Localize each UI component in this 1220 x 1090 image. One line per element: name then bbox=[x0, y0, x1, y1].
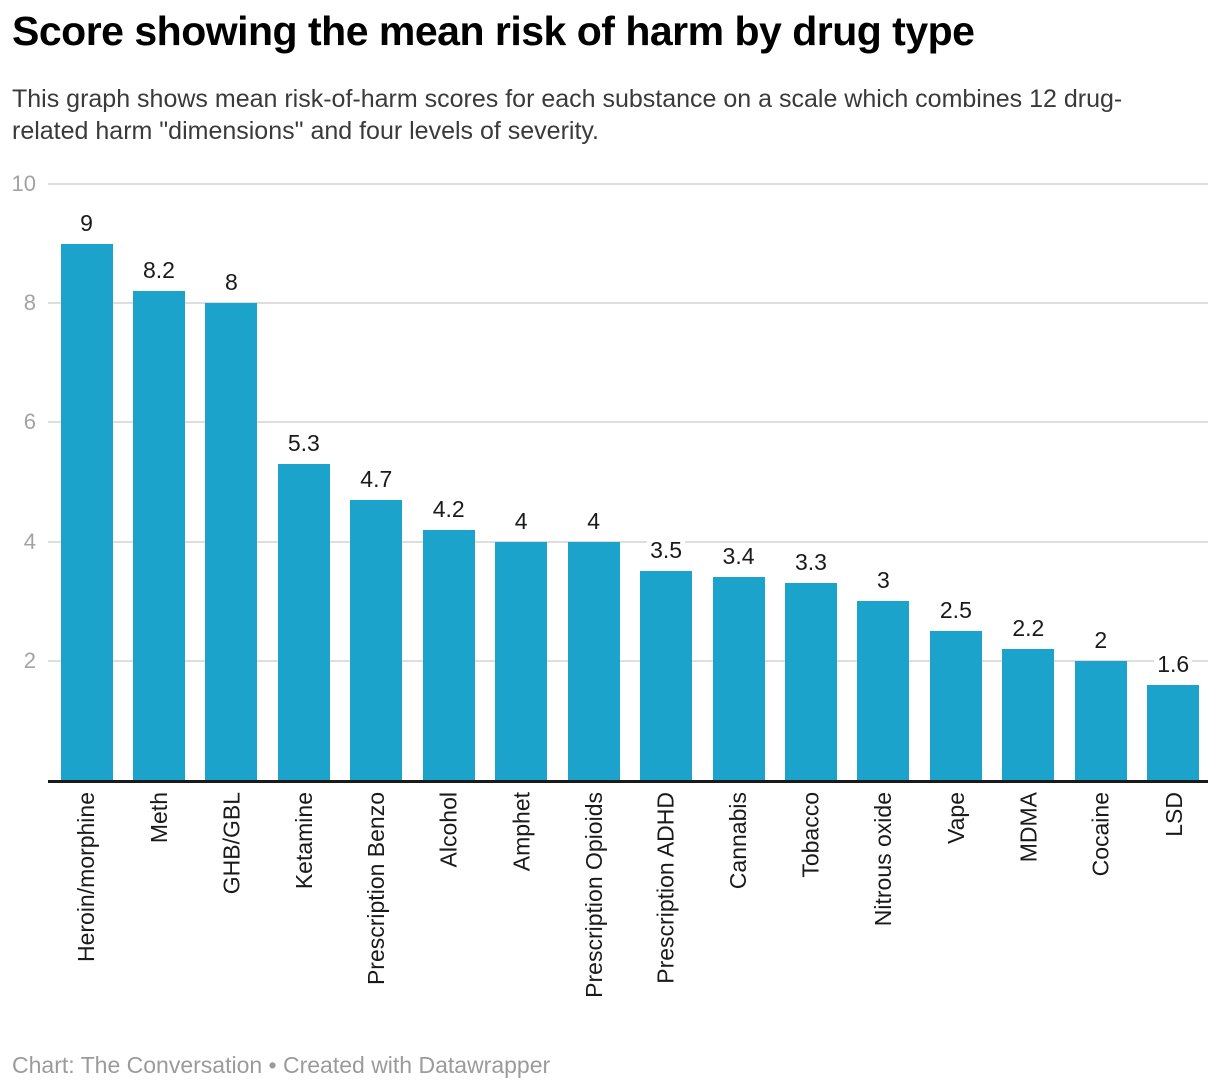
x-axis-category-text: Cocaine bbox=[1087, 792, 1114, 877]
y-axis-tick-label: 10 bbox=[11, 171, 36, 196]
bar-value-text: 1.6 bbox=[1154, 650, 1193, 677]
bar[interactable] bbox=[640, 571, 693, 780]
bar-value-label: 3.5 bbox=[616, 537, 716, 564]
y-axis-tick-label: 2 bbox=[23, 647, 36, 673]
gridline bbox=[48, 183, 1208, 185]
x-axis-category-text: Prescription Opioids bbox=[580, 792, 607, 998]
x-axis-category-text: Vape bbox=[942, 792, 969, 845]
bar[interactable] bbox=[60, 243, 113, 780]
bar-value-label: 8 bbox=[181, 269, 281, 296]
bar-value-text: 9 bbox=[77, 209, 96, 236]
x-axis-category-text: Nitrous oxide bbox=[870, 792, 897, 927]
y-axis-tick-label: 6 bbox=[23, 409, 36, 435]
bar[interactable] bbox=[1074, 660, 1127, 780]
bar-value-label: 1.6 bbox=[1123, 650, 1220, 677]
gridline bbox=[48, 421, 1208, 424]
bar-value-label: 3.4 bbox=[689, 543, 789, 570]
bar-value-text: 2 bbox=[1091, 626, 1111, 653]
bar[interactable] bbox=[929, 631, 982, 780]
chart-subtitle: This graph shows mean risk-of-harm score… bbox=[12, 85, 1123, 145]
gridline bbox=[48, 540, 1208, 543]
bar[interactable] bbox=[422, 529, 475, 780]
bar-value-label: 8.2 bbox=[109, 257, 209, 284]
x-axis-category-text: GHB/GBL bbox=[218, 792, 245, 895]
bar[interactable] bbox=[132, 291, 185, 780]
bar[interactable] bbox=[277, 464, 330, 780]
bar-value-label: 3 bbox=[833, 567, 933, 594]
x-axis-category-text: Heroin/morphine bbox=[73, 792, 100, 963]
bar-value-label: 4.2 bbox=[399, 495, 499, 522]
bar[interactable] bbox=[785, 583, 837, 780]
x-axis-category-text: Prescription ADHD bbox=[653, 792, 680, 984]
bar-value-label: 4 bbox=[471, 507, 571, 534]
x-axis-category-text: MDMA bbox=[1015, 792, 1042, 863]
bar[interactable] bbox=[205, 303, 258, 780]
bar[interactable] bbox=[1002, 648, 1055, 780]
x-axis-category-text: LSD bbox=[1160, 792, 1187, 837]
bar-value-label: 2.5 bbox=[906, 597, 1006, 623]
gridline bbox=[48, 659, 1208, 662]
bar-value-text: 3 bbox=[874, 567, 893, 594]
bar-value-label: 5.3 bbox=[254, 430, 354, 457]
x-axis-category-text: Cannabis bbox=[725, 792, 752, 890]
bar-value-label: 3.3 bbox=[761, 549, 861, 576]
x-axis-category-text: Prescription Benzo bbox=[363, 792, 390, 986]
x-axis-category-text: Amphet bbox=[508, 792, 535, 872]
x-axis-category-text: Ketamine bbox=[290, 792, 317, 890]
bar-value-text: 8 bbox=[221, 269, 241, 296]
x-axis-line bbox=[48, 780, 1208, 783]
bar-value-text: 4.7 bbox=[357, 465, 396, 492]
bar-value-text: 3.4 bbox=[719, 543, 758, 570]
x-axis-category-text: Meth bbox=[145, 792, 172, 844]
bar-value-label: 9 bbox=[37, 209, 137, 236]
chart-footer: Chart: The Conversation • Created with D… bbox=[12, 1052, 551, 1078]
bar-value-text: 2.2 bbox=[1009, 614, 1048, 641]
bar-value-text: 3.5 bbox=[647, 537, 686, 564]
x-axis-category-text: Alcohol bbox=[435, 792, 462, 868]
bar[interactable] bbox=[567, 541, 620, 780]
chart-title: Score showing the mean risk of harm by d… bbox=[12, 8, 975, 54]
bar-value-label: 2 bbox=[1051, 626, 1151, 653]
bar[interactable] bbox=[350, 499, 403, 780]
x-axis-category-text: Tobacco bbox=[798, 792, 824, 878]
bar-value-text: 2.5 bbox=[936, 597, 975, 623]
bar[interactable] bbox=[857, 601, 910, 780]
bar-value-text: 4.2 bbox=[429, 495, 468, 522]
bar[interactable] bbox=[712, 577, 765, 780]
bar[interactable] bbox=[495, 541, 548, 780]
bar-value-label: 2.2 bbox=[978, 614, 1078, 641]
bar[interactable] bbox=[1147, 684, 1200, 780]
y-axis-tick-label: 8 bbox=[23, 290, 36, 316]
bar-value-text: 3.3 bbox=[792, 549, 830, 576]
bar-value-text: 4 bbox=[584, 507, 604, 534]
bar-value-label: 4 bbox=[544, 507, 644, 534]
bar-value-text: 4 bbox=[511, 507, 531, 534]
gridline bbox=[48, 302, 1208, 305]
y-axis-tick-label: 4 bbox=[23, 528, 36, 554]
bar-value-label: 4.7 bbox=[326, 465, 426, 492]
bar-value-text: 8.2 bbox=[139, 257, 178, 284]
bar-value-text: 5.3 bbox=[284, 430, 323, 457]
